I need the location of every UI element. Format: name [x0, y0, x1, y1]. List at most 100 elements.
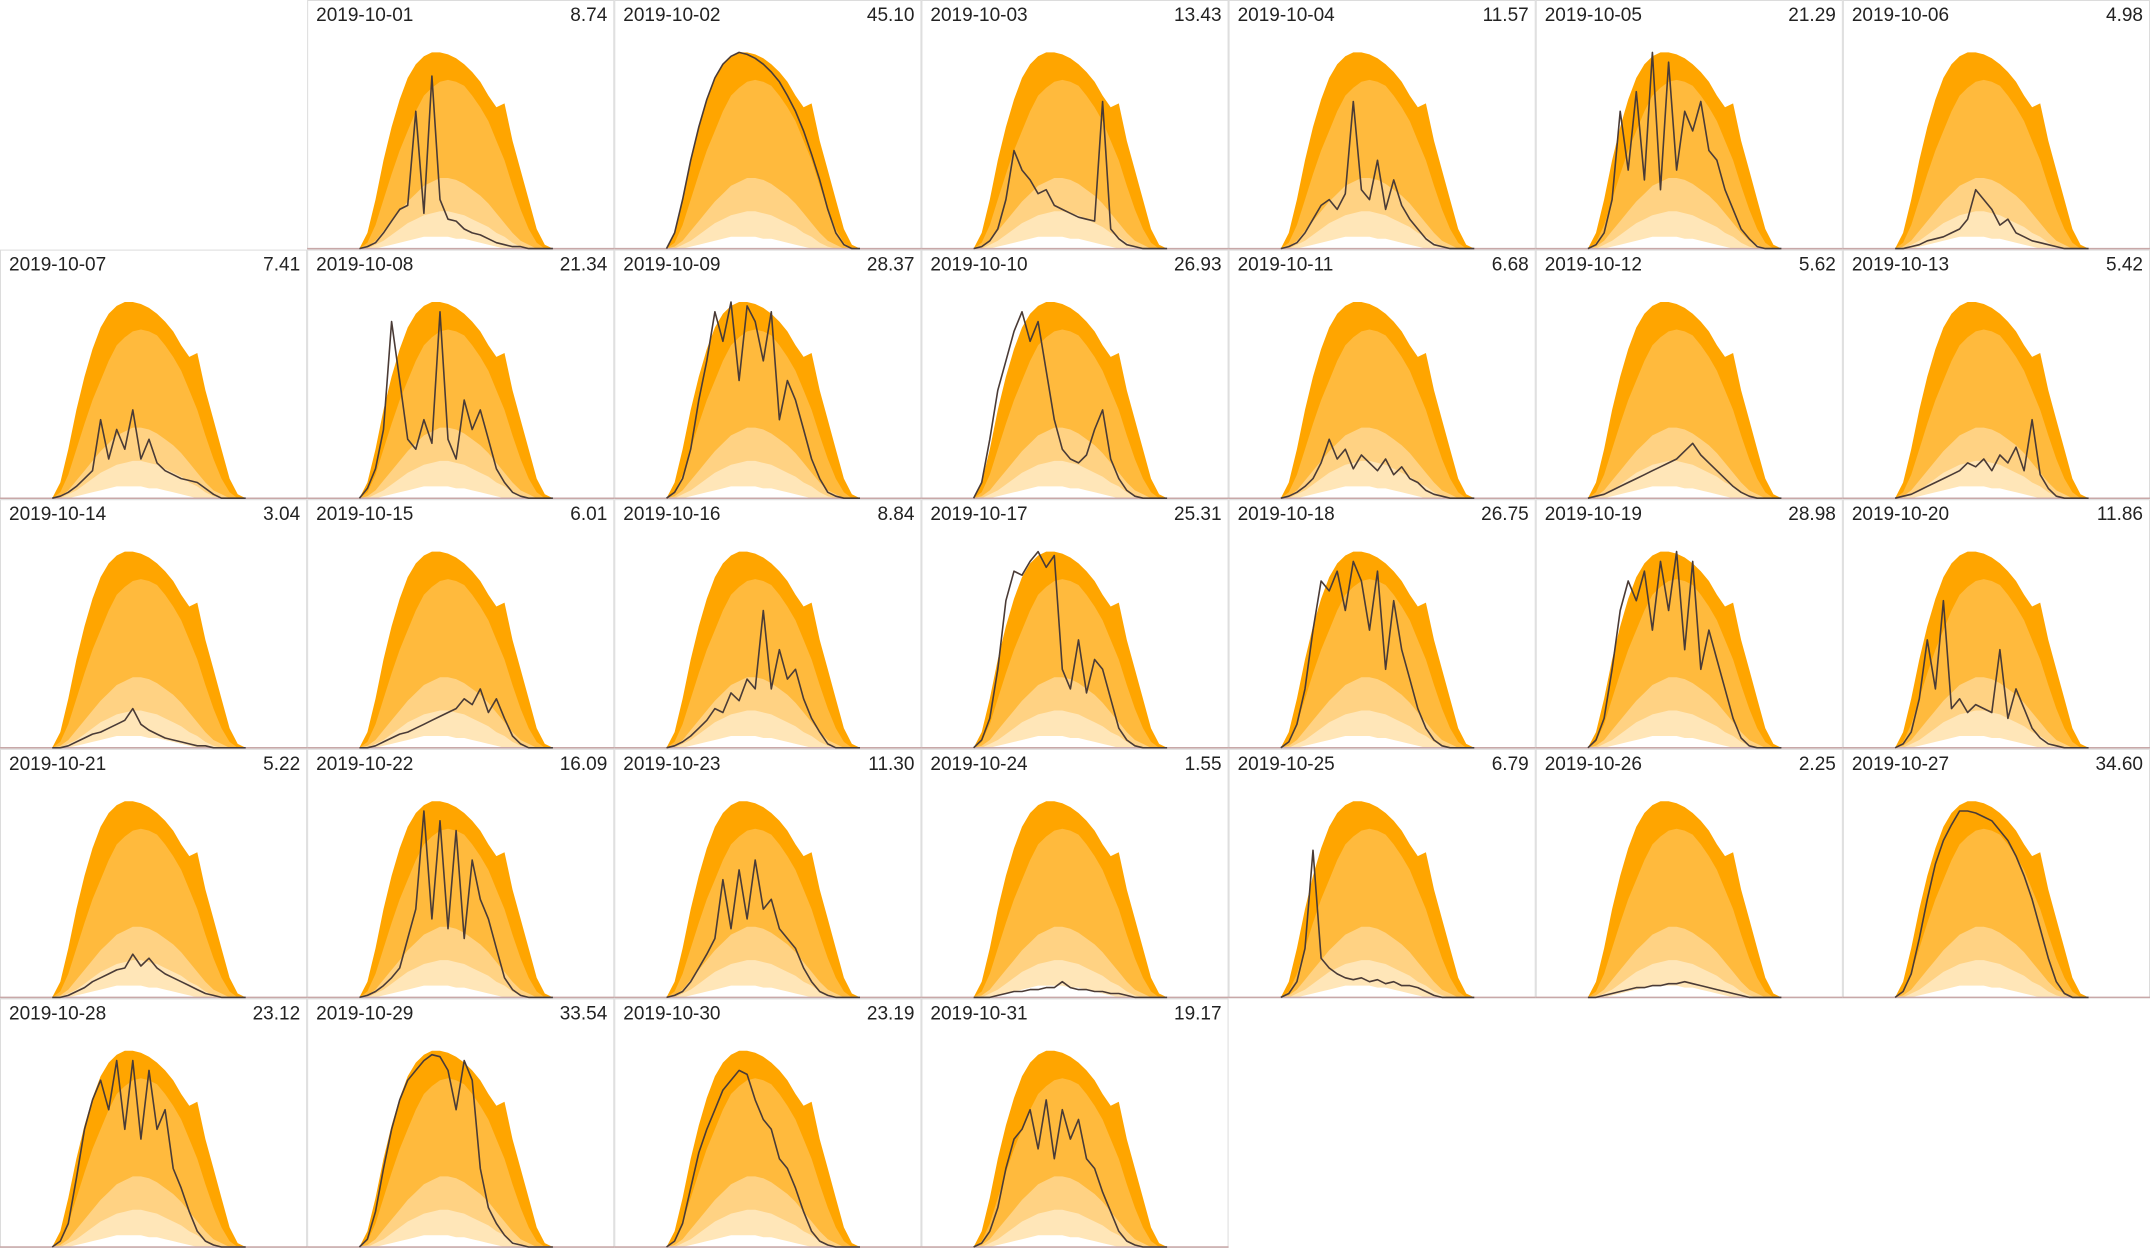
envelope-band — [973, 486, 1168, 499]
envelope-band — [1895, 736, 2089, 748]
envelope-band — [973, 736, 1168, 748]
day-panel: 2019-10-31 19.17 — [921, 998, 1229, 1248]
generation-line — [973, 550, 1168, 749]
date-label: 2019-10-07 — [9, 255, 106, 276]
envelope-band — [359, 211, 553, 249]
day-panel: 2019-10-15 6.01 — [307, 499, 615, 749]
envelope-band — [1587, 211, 1782, 249]
date-label: 2019-10-19 — [1545, 504, 1642, 525]
envelope-band — [359, 1235, 553, 1247]
date-label: 2019-10-03 — [930, 5, 1027, 26]
total-label: 26.93 — [1174, 255, 1222, 276]
total-label: 23.12 — [253, 1003, 301, 1024]
envelope-band — [973, 960, 1168, 998]
total-label: 26.75 — [1481, 504, 1529, 525]
generation-line — [358, 311, 553, 499]
envelope-band — [359, 460, 553, 499]
date-label: 2019-10-20 — [1852, 504, 1949, 525]
total-label: 6.79 — [1492, 754, 1529, 775]
total-label: 21.34 — [560, 255, 608, 276]
envelope-band — [359, 486, 553, 499]
generation-line — [52, 409, 246, 499]
envelope-band — [666, 710, 860, 748]
envelope-band — [1895, 985, 2089, 998]
date-label: 2019-10-10 — [930, 255, 1027, 276]
envelope-band — [666, 460, 860, 499]
total-label: 6.01 — [570, 504, 607, 525]
generation-line — [665, 51, 860, 250]
date-label: 2019-10-30 — [623, 1003, 720, 1024]
generation-line — [52, 953, 246, 999]
day-panel: 2019-10-12 5.62 — [1535, 249, 1843, 500]
envelope-band — [666, 985, 860, 998]
generation-line — [1894, 810, 2089, 999]
generation-line — [973, 980, 1168, 999]
envelope-band — [359, 710, 553, 748]
total-label: 5.42 — [2106, 255, 2143, 276]
day-panel: 2019-10-13 5.42 — [1842, 249, 2150, 500]
generation-line — [1894, 418, 2089, 499]
envelope-band — [1587, 236, 1782, 249]
date-label: 2019-10-26 — [1545, 754, 1642, 775]
day-panel: 2019-10-21 5.22 — [0, 748, 308, 999]
envelope-band — [1587, 985, 1782, 998]
day-panel: 2019-10-05 21.29 — [1535, 0, 1843, 250]
day-panel: 2019-10-10 26.93 — [921, 249, 1229, 500]
envelope-band — [1895, 460, 2089, 499]
envelope-band — [52, 1209, 246, 1247]
date-label: 2019-10-15 — [316, 504, 413, 525]
date-label: 2019-10-11 — [1238, 255, 1334, 276]
date-label: 2019-10-14 — [9, 504, 107, 525]
date-label: 2019-10-28 — [9, 1003, 106, 1024]
envelope-band — [973, 236, 1168, 249]
generation-line — [1280, 849, 1475, 999]
total-label: 7.41 — [263, 255, 300, 276]
day-panel: 2019-10-29 33.54 — [307, 998, 615, 1248]
envelope-band — [666, 736, 860, 748]
generation-line — [972, 311, 1168, 499]
total-label: 11.86 — [2097, 504, 2143, 525]
date-label: 2019-10-16 — [623, 504, 720, 525]
generation-line — [666, 859, 860, 999]
envelope-band — [1587, 736, 1782, 748]
total-label: 33.54 — [560, 1003, 608, 1024]
envelope-band — [973, 460, 1168, 499]
date-label: 2019-10-22 — [316, 754, 413, 775]
envelope-band — [359, 1209, 553, 1247]
generation-line — [51, 1059, 246, 1248]
total-label: 8.84 — [877, 504, 914, 525]
envelope-band — [973, 1209, 1168, 1247]
date-label: 2019-10-09 — [623, 255, 720, 276]
date-label: 2019-10-02 — [623, 5, 720, 26]
generation-line — [359, 688, 553, 749]
total-label: 25.31 — [1174, 504, 1222, 525]
date-label: 2019-10-21 — [9, 754, 106, 775]
day-panel: 2019-10-01 8.74 — [307, 0, 615, 250]
day-panel: 2019-10-07 7.41 — [0, 249, 308, 500]
envelope-band — [1280, 736, 1475, 748]
envelope-band — [1895, 486, 2089, 499]
envelope-band — [973, 985, 1168, 998]
envelope-band — [666, 1209, 860, 1247]
total-label: 4.98 — [2106, 5, 2143, 26]
date-label: 2019-10-12 — [1545, 255, 1642, 276]
day-panel: 2019-10-03 13.43 — [921, 0, 1229, 250]
envelope-band — [1587, 486, 1782, 499]
date-label: 2019-10-29 — [316, 1003, 413, 1024]
envelope-band — [1280, 710, 1475, 748]
total-label: 5.62 — [1799, 255, 1836, 276]
envelope-band — [359, 985, 553, 998]
date-label: 2019-10-23 — [623, 754, 720, 775]
total-label: 34.60 — [2095, 754, 2143, 775]
envelope-band — [52, 486, 246, 499]
envelope-band — [666, 211, 860, 249]
generation-line — [359, 75, 553, 250]
envelope-band — [1587, 460, 1782, 499]
date-label: 2019-10-27 — [1852, 754, 1949, 775]
envelope-band — [1895, 211, 2089, 249]
generation-line — [1587, 442, 1782, 499]
total-label: 19.17 — [1174, 1003, 1222, 1024]
date-label: 2019-10-13 — [1852, 255, 1949, 276]
envelope-band — [1280, 460, 1475, 499]
